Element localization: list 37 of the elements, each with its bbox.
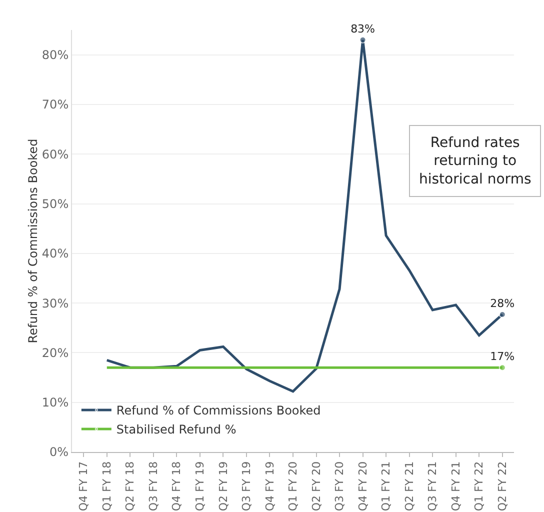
x-tick-label: Q3 FY 21 [426,461,440,512]
x-tick-label: Q2 FY 22 [496,461,509,512]
legend-label: Stabilised Refund % [116,422,236,437]
data-label: 83% [350,22,376,36]
x-tick-label: Q3 FY 19 [240,461,254,512]
x-tick-label: Q4 FY 17 [77,461,90,512]
y-tick-label: 20% [42,346,69,360]
x-tick-label: Q1 FY 19 [194,461,207,512]
point [498,364,506,372]
annotation: Refund rates returning to historical norms [419,135,532,188]
x-tick-label: Q2 FY 21 [402,461,416,512]
legend-label: Refund % of Commissions Booked [116,404,321,418]
y-tick-label: 60% [42,147,69,162]
x-tick-label: Q1 FY 20 [286,461,300,512]
x-tick-label: Q3 FY 18 [146,461,160,512]
x-tick-label: Q1 FY 18 [100,461,114,512]
x-tick-label: Q1 FY 21 [380,461,393,512]
y-tick-label: 80% [42,48,69,62]
point [359,36,366,44]
y-tick-label: 30% [42,296,69,310]
x-tick-label: Q2 FY 20 [310,461,323,512]
x-tick-label: Q4 FY 18 [170,461,184,512]
y-tick-label: 0% [50,445,69,460]
data-label: 17% [490,350,515,364]
y-axis-title: Refund % of Commissions Booked [26,138,40,344]
x-tick-label: Q4 FY 21 [449,461,462,512]
y-tick-label: 50% [42,196,69,211]
x-tick-label: Q2 FY 19 [216,461,230,512]
x-tick-label: Q3 FY 20 [333,461,346,512]
y-tick-label: 10% [42,396,69,410]
y-tick-label: 70% [42,98,69,112]
x-tick-label: Q1 FY 22 [472,461,486,512]
x-tick-label: Q4 FY 20 [356,461,370,512]
x-tick-label: Q2 FY 18 [124,461,137,512]
x-tick-label: Q4 FY 19 [263,461,276,512]
y-tick-label: 40% [42,246,69,261]
data-label: 28% [490,296,515,310]
